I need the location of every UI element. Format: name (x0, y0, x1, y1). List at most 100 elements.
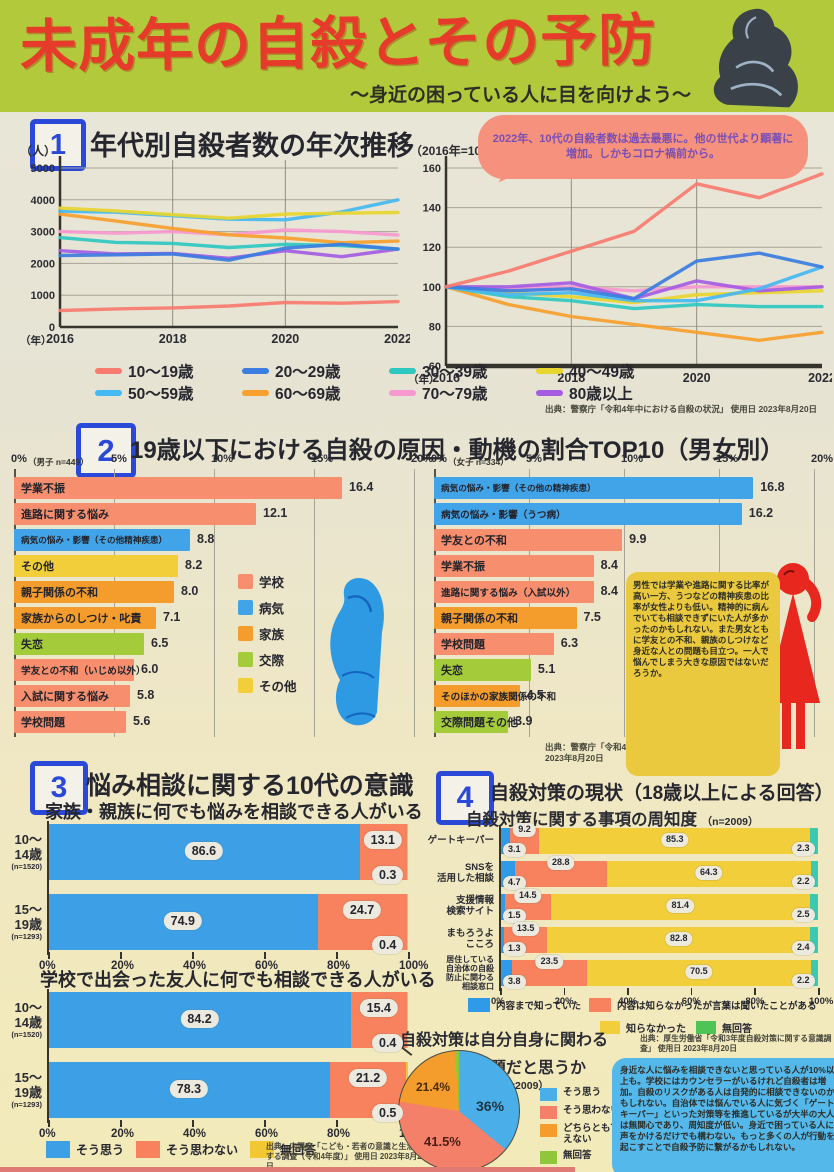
legend-swatch (250, 1141, 275, 1158)
axis-tick-label: 0% (11, 453, 27, 465)
bar-value: 16.8 (760, 480, 785, 494)
axis-tick-label: 5% (526, 453, 542, 465)
row-n: (n=1293) (11, 931, 42, 941)
legend-label: 20〜29歳 (275, 364, 341, 381)
legend-item: 家族 (238, 624, 297, 643)
source-section-1: 出典：警察庁「令和4年中における自殺の状況」 使用日 2023年8月20日 (545, 404, 818, 414)
legend-label: 70〜79歳 (422, 386, 488, 403)
legend-label: 家族 (259, 628, 285, 642)
y-axis-line (47, 821, 49, 955)
gridline (14, 469, 16, 737)
value-pill: 23.5 (535, 955, 564, 969)
row-label: ゲートキーパー (427, 834, 494, 846)
axis-tick (264, 952, 266, 959)
svg-text:100: 100 (423, 282, 441, 294)
axis-tick-label: 100% (399, 960, 429, 972)
legend-item: 10〜19歳 (95, 360, 242, 382)
legend-age-groups: 10〜19歳 20〜29歳 30〜39歳 40〜49歳 50〜59歳 60〜69歳 70〜7… (95, 360, 705, 404)
legend-swatch (389, 368, 416, 374)
value-pill: 24.7 (342, 901, 382, 920)
axis-tick (336, 1120, 338, 1127)
legend-item: 無回答 (696, 1020, 752, 1035)
value-pill: 0.4 (372, 1034, 404, 1053)
legend-item: 無回答 (540, 1150, 620, 1164)
bar: 失恋 (434, 659, 531, 681)
value-pill: 1.3 (503, 942, 526, 956)
row-label: SNSを 活用した相談 (436, 862, 494, 884)
section-2-title: 19歳以下における自殺の原因・動機の割合TOP10（男女別） (130, 437, 785, 464)
despair-kneeling-figure-icon (330, 577, 384, 726)
section-3-title: 悩み相談に関する10代の意識 (86, 772, 414, 800)
annotation-bubble-text: 2022年、10代の自殺者数は過去最悪に。他の世代より顕著に増加。しかもコロナ禍… (492, 132, 794, 160)
section-4-title: 自殺対策の現状（18歳以上による回答） (490, 783, 834, 804)
legend-item: 20〜29歳 (242, 360, 389, 382)
axis-tick (120, 1120, 122, 1127)
axis-tick-label: 0% (39, 1128, 56, 1140)
poster-title: 未成年の自殺とその予防 (19, 8, 657, 80)
legend-label: そう思う (563, 1087, 602, 1098)
axis-tick-label: 15% (716, 453, 739, 465)
bar: 病気の悩み・影響（その他の精神疾患） (434, 477, 754, 499)
value-pill: 78.3 (169, 1080, 209, 1099)
legend-agree: そう思う そう思わない 無回答 (46, 1141, 316, 1158)
crouching-person-icon (713, 8, 798, 108)
svg-text:2018: 2018 (557, 371, 585, 385)
legend-swatch (238, 652, 253, 667)
bar-label: 家族からのしつけ・叱責 (21, 613, 142, 625)
pie-value-disagree: 41.5% (424, 1134, 461, 1149)
bar-value: 12.1 (263, 506, 288, 520)
axis-tick-label: 20% (111, 1128, 135, 1140)
value-pill: 13.5 (511, 922, 540, 936)
value-pill: 2.3 (792, 842, 815, 856)
bar-value: 4.5 (526, 688, 544, 702)
legend-item: 30〜39歳 (389, 360, 536, 382)
value-pill: 64.3 (695, 866, 723, 880)
legend-item: 60〜69歳 (242, 382, 389, 404)
legend-label: 無回答 (722, 1024, 752, 1035)
section-2-number: 2 (76, 423, 136, 478)
bar-label: 親子関係の不和 (441, 613, 518, 625)
bar: そのほかの家族関係の不和 (434, 685, 556, 707)
legend-item: そう思わない (136, 1141, 238, 1158)
row-n: (n=1520) (11, 1029, 42, 1039)
chart-n-label: （女子 n=334） (448, 457, 509, 467)
bar-value: 7.5 (583, 610, 601, 624)
annotation-bubble: 2022年、10代の自殺者数は過去最悪に。他の世代より顕著に増加。しかもコロナ禍… (478, 115, 808, 179)
bar-label: 学友との不和 (441, 535, 507, 547)
section-4-number: 4 (436, 771, 494, 825)
bar-value: 3.9 (515, 714, 533, 728)
bar-label: 進路に関する悩み (21, 509, 109, 521)
bar-value: 16.4 (349, 480, 374, 494)
bar-segment (811, 960, 818, 986)
legend-swatch (536, 390, 563, 396)
legend-swatch (238, 626, 253, 641)
bar-value: 5.6 (133, 714, 151, 728)
legend-label: 40〜49歳 (569, 364, 635, 381)
legend-label: そう思う (76, 1143, 125, 1157)
legend-swatch (95, 390, 122, 396)
legend-awareness-row2: 知らなかった 無回答 (600, 1020, 752, 1035)
axis-tick (627, 988, 629, 995)
bar: 学友との不和（いじめ以外） (14, 659, 146, 681)
bar-segment (500, 828, 510, 854)
gridline (214, 469, 215, 737)
legend-label: 交際 (259, 654, 285, 668)
value-pill: 2.5 (792, 908, 815, 922)
bar-segment (406, 992, 408, 1048)
axis-tick-label: 10% (621, 453, 644, 465)
bar-value: 16.2 (748, 506, 774, 520)
axis-tick (264, 1120, 266, 1127)
chart-family-title: 家族・親族に何でも悩みを相談できる人がいる (45, 802, 423, 822)
chart-friends-title: 学校で出会った友人に何でも相談できる人がいる (40, 970, 436, 990)
legend-item: そう思わない (540, 1105, 620, 1119)
bar-segment (500, 894, 505, 920)
legend-item: その他 (238, 676, 297, 695)
axis-tick-label: 80% (327, 960, 351, 972)
value-pill: 74.9 (163, 912, 202, 931)
axis-tick-label: 0% (491, 996, 505, 1007)
svg-text:60: 60 (429, 361, 441, 373)
value-pill: 4.7 (503, 876, 526, 890)
axis-tick-label: 40% (183, 1128, 207, 1140)
line-chart-suicide-index: 60 80 100 120 140 160 2016 2018 2020 2022 （2016年=1… (408, 142, 834, 400)
legend-label: 病気 (259, 602, 285, 616)
